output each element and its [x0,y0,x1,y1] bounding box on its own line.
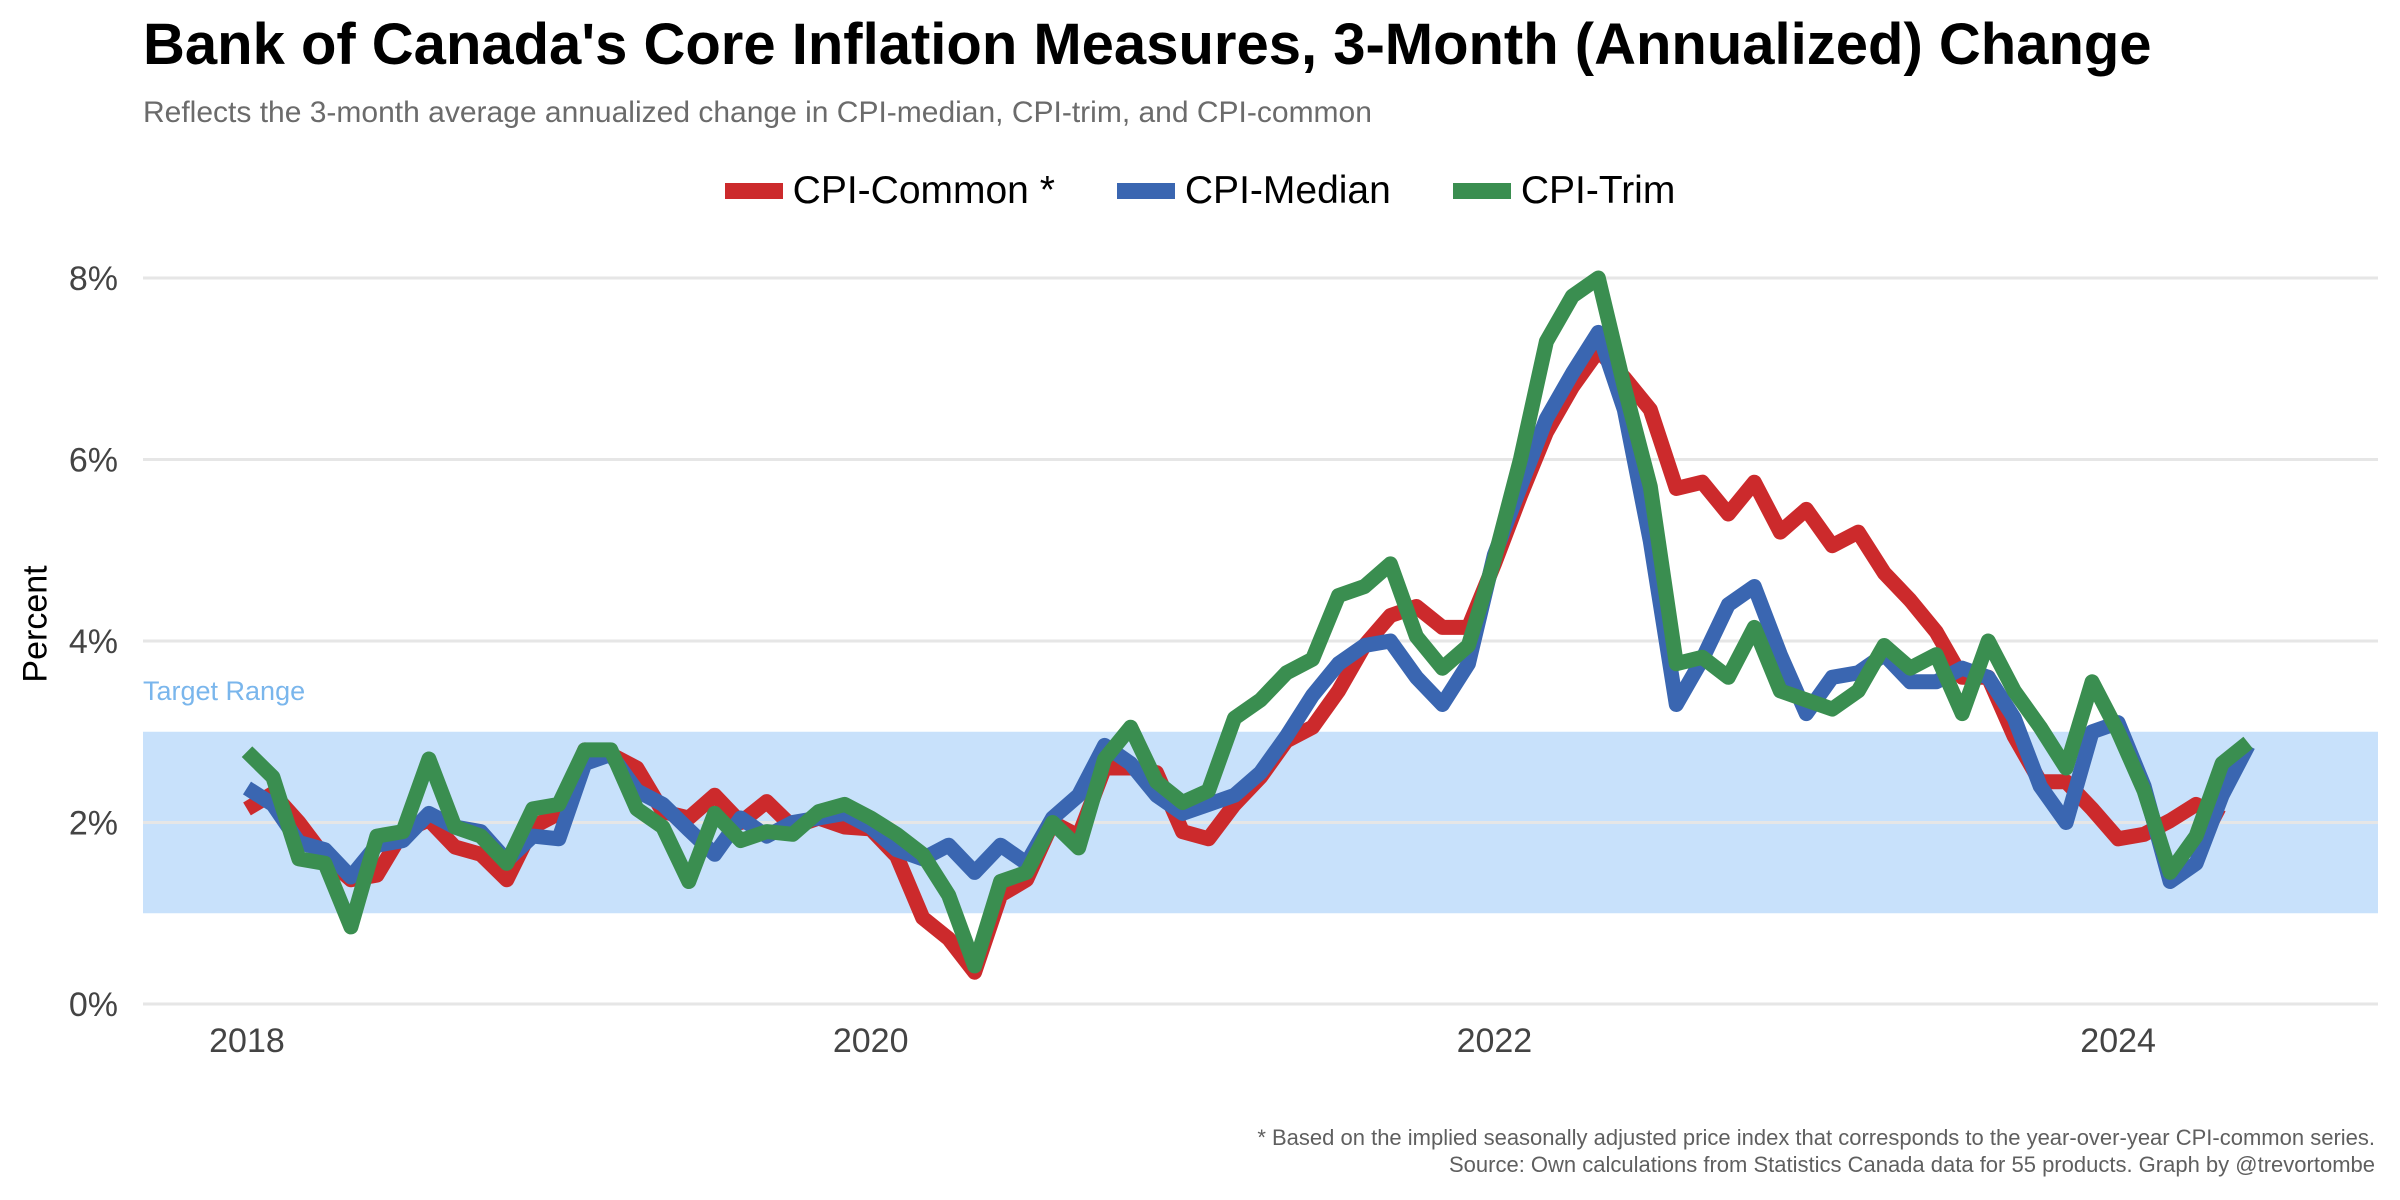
legend-swatch-cpi-median [1116,183,1175,199]
legend-item-cpi-median: CPI-Median [1116,169,1391,213]
y-tick-label: 2% [69,805,118,843]
x-tick-label: 2024 [2080,1022,2156,1060]
legend-swatch-cpi-common [724,183,783,199]
legend-swatch-cpi-trim [1452,183,1511,199]
footnote: * Based on the implied seasonally adjust… [1257,1124,2375,1178]
y-tick-label: 8% [69,260,118,298]
legend: CPI-Common * CPI-Median CPI-Trim [0,166,2400,216]
legend-item-cpi-trim: CPI-Trim [1452,169,1676,213]
legend-label-cpi-common: CPI-Common * [792,169,1055,212]
footnote-line: * Based on the implied seasonally adjust… [1257,1125,2375,1150]
x-tick-label: 2018 [209,1022,285,1060]
y-tick-label: 4% [69,623,118,661]
series-line-cpi-trim [241,270,2253,974]
x-tick-label: 2022 [1457,1022,1533,1060]
chart-title: Bank of Canada's Core Inflation Measures… [143,12,2152,77]
chart-subtitle: Reflects the 3-month average annualized … [143,96,1372,129]
x-tick-label: 2020 [833,1022,909,1060]
legend-label-cpi-trim: CPI-Trim [1520,169,1676,212]
source-line: Source: Own calculations from Statistics… [1449,1152,2375,1177]
y-tick-label: 0% [69,986,118,1024]
legend-label-cpi-median: CPI-Median [1184,169,1391,212]
y-tick-label: 6% [69,442,118,480]
target-range-label: Target Range [143,676,305,706]
legend-item-cpi-common: CPI-Common * [724,169,1055,213]
